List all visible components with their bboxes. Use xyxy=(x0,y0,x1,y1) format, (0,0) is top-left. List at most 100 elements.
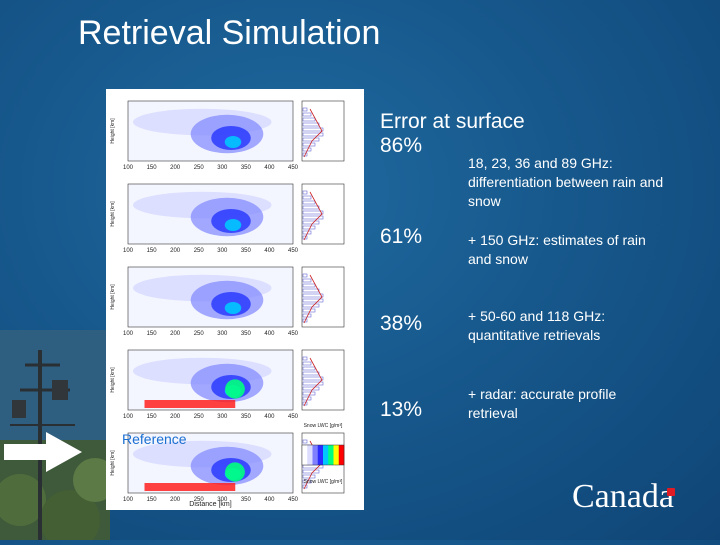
profile-bar xyxy=(302,137,320,142)
x-tick-label: 250 xyxy=(194,248,205,254)
profile-bar xyxy=(302,117,316,122)
y-axis-label: Height [km] xyxy=(110,118,116,144)
x-tick-label: 450 xyxy=(288,497,299,503)
error-description-2: + 150 GHz: estimates of rain and snow xyxy=(468,232,646,267)
profile-bar xyxy=(302,195,312,200)
error-description-3: + 50-60 and 118 GHz: quantitative retrie… xyxy=(468,308,606,343)
error-description-1: 18, 23, 36 and 89 GHz: differentiation b… xyxy=(468,155,664,209)
profile-bar xyxy=(302,205,320,210)
profile-bar xyxy=(302,225,316,230)
x-tick-label: 250 xyxy=(194,414,205,420)
colorbar-swatch xyxy=(312,445,319,465)
x-tick-label: 250 xyxy=(194,165,205,171)
y-axis-label: Height [km] xyxy=(110,201,116,227)
profile-bar xyxy=(302,142,316,147)
colorbar-swatch xyxy=(338,445,345,465)
colorbar-swatch xyxy=(328,445,334,465)
profile-bar xyxy=(302,273,308,278)
profile-bar xyxy=(302,381,324,386)
x-tick-label: 150 xyxy=(147,165,158,171)
profile-bar xyxy=(302,215,324,220)
profile-bar xyxy=(302,288,320,293)
profile-bar xyxy=(302,122,320,127)
x-tick-label: 450 xyxy=(288,331,299,337)
x-tick-label: 300 xyxy=(217,414,228,420)
profile-axis-label: Snow LWC [g/m³] xyxy=(304,423,343,429)
profile-bar xyxy=(302,107,308,112)
x-tick-label: 150 xyxy=(147,331,158,337)
colorbar-swatch xyxy=(317,445,324,465)
profile-bar xyxy=(302,200,316,205)
colorbar-swatch xyxy=(307,445,313,465)
x-tick-label: 100 xyxy=(123,331,134,337)
profile-bar xyxy=(302,127,324,132)
colorbar-swatch xyxy=(302,445,308,465)
y-axis-label: Height [km] xyxy=(110,284,116,310)
profile-bar xyxy=(302,293,324,298)
x-tick-label: 400 xyxy=(264,497,275,503)
x-tick-label: 150 xyxy=(147,497,158,503)
profile-bar xyxy=(302,469,320,474)
profile-bar xyxy=(302,371,320,376)
panel-5-peak xyxy=(225,462,245,482)
x-tick-label: 400 xyxy=(264,248,275,254)
profile-3-line xyxy=(303,274,323,324)
colorbar-swatch xyxy=(333,445,340,465)
x-tick-label: 450 xyxy=(288,165,299,171)
profile-bar xyxy=(302,278,312,283)
slide-title: Retrieval Simulation xyxy=(78,14,381,52)
profile-bar xyxy=(302,112,312,117)
colorbar-label: Snow LWC [g/m³] xyxy=(304,479,343,485)
y-axis-label: Height [km] xyxy=(110,450,116,476)
profile-bar xyxy=(302,474,316,479)
canada-flag-icon xyxy=(667,488,675,496)
profile-bar xyxy=(302,439,308,444)
x-tick-label: 350 xyxy=(241,331,252,337)
x-tick-label: 350 xyxy=(241,497,252,503)
reference-label: Reference xyxy=(122,431,187,447)
x-tick-label: 200 xyxy=(170,165,181,171)
retrieval-figure: 100 150 200 250 300 350 400 450 Height [km] 100 15… xyxy=(106,89,364,510)
x-tick-label: 200 xyxy=(170,248,181,254)
profile-bar xyxy=(302,152,308,157)
x-tick-label: 350 xyxy=(241,165,252,171)
x-tick-label: 350 xyxy=(241,414,252,420)
panel-4-peak xyxy=(225,379,245,399)
panel-4-rain-band xyxy=(144,400,236,408)
x-tick-label: 100 xyxy=(123,248,134,254)
error-percent-61: 61% xyxy=(380,225,423,248)
profile-bar xyxy=(302,190,308,195)
x-tick-label: 400 xyxy=(264,165,275,171)
profile-bar xyxy=(302,308,316,313)
profile-2-line xyxy=(303,191,323,241)
profile-bar xyxy=(302,361,312,366)
x-tick-label: 150 xyxy=(147,248,158,254)
panel-1-core-inner xyxy=(224,136,242,148)
panel-2-core-inner xyxy=(224,219,242,231)
profile-bar xyxy=(302,220,320,225)
profile-bar xyxy=(302,283,316,288)
x-tick-label: 300 xyxy=(217,165,228,171)
error-percent-86: 86% xyxy=(380,134,423,157)
x-tick-label: 150 xyxy=(147,414,158,420)
x-tick-label: 350 xyxy=(241,248,252,254)
x-axis-label: Distance [km] xyxy=(189,501,231,508)
x-tick-label: 100 xyxy=(123,414,134,420)
error-percent-13: 13% xyxy=(380,398,423,421)
error-percent-38: 38% xyxy=(380,312,423,335)
x-tick-label: 300 xyxy=(217,248,228,254)
x-tick-label: 400 xyxy=(264,414,275,420)
x-tick-label: 250 xyxy=(194,331,205,337)
x-tick-label: 200 xyxy=(170,331,181,337)
reference-arrow-icon xyxy=(4,430,84,479)
panel-5-rain-band xyxy=(144,483,236,491)
x-tick-label: 450 xyxy=(288,248,299,254)
x-tick-label: 450 xyxy=(288,414,299,420)
profile-bar xyxy=(302,391,316,396)
profile-4-line xyxy=(303,357,323,407)
profile-bar xyxy=(302,386,320,391)
x-tick-label: 400 xyxy=(264,331,275,337)
panel-3-core-inner xyxy=(224,302,242,314)
colorbar-frame xyxy=(301,444,345,466)
profile-bar xyxy=(302,318,308,323)
